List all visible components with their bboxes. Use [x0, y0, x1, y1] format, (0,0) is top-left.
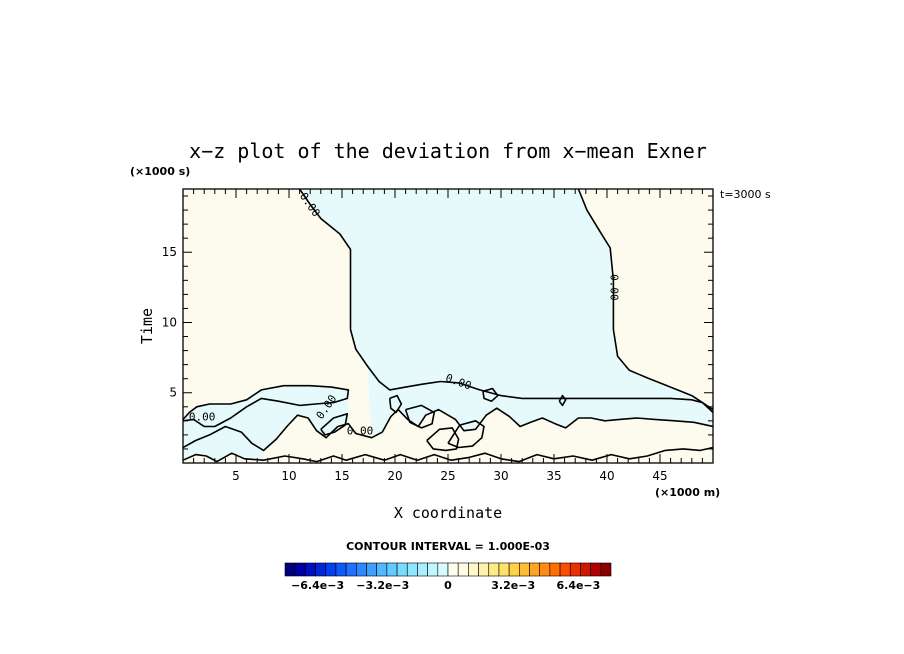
- x-tick-label: 20: [387, 469, 402, 483]
- x-axis-label: X coordinate: [394, 504, 502, 522]
- x-tick-label: 15: [334, 469, 349, 483]
- colorbar: [284, 562, 612, 577]
- contour-line-bottom-ripples: [183, 446, 713, 463]
- x-axis-ticks: 5 10 15 20 25 30 35 40 45: [193, 189, 703, 483]
- y-tick-label: 5: [169, 386, 177, 400]
- colorbar-tick-labels: −6.4e−3 −3.2e−3 0 3.2e−3 6.4e−3: [291, 579, 600, 592]
- contour-line-cell-f: [388, 394, 403, 414]
- y-axis-ticks: 5 10 15: [162, 195, 713, 450]
- colorbar-swatch: [315, 562, 327, 577]
- colorbar-swatch: [294, 562, 306, 577]
- x-tick-label: 30: [493, 469, 508, 483]
- y-unit-label: (×1000 s): [130, 165, 190, 178]
- colorbar-swatch: [345, 562, 357, 577]
- time-label: t=3000 s: [720, 188, 771, 201]
- colorbar-swatch: [366, 562, 377, 577]
- colorbar-swatch: [406, 562, 418, 577]
- colorbar-swatch: [447, 562, 459, 577]
- chart-title: x−z plot of the deviation from x−mean Ex…: [189, 139, 707, 163]
- colorbar-swatch: [488, 562, 500, 577]
- colorbar-swatch: [590, 562, 602, 577]
- colorbar-swatch: [356, 562, 367, 577]
- colorbar-swatch: [284, 562, 296, 577]
- contour-line-cell-a: [404, 404, 435, 429]
- x-unit-label: (×1000 m): [655, 486, 720, 499]
- contour-line-lower-band: [183, 407, 713, 452]
- colorbar-swatch: [549, 562, 561, 577]
- contour-label: 0.00: [607, 274, 620, 301]
- colorbar-swatch: [508, 562, 520, 577]
- colorbar-swatch: [600, 562, 612, 577]
- colorbar-swatch: [325, 562, 337, 577]
- contour-label: 0.00: [347, 425, 374, 438]
- x-tick-label: 35: [546, 469, 561, 483]
- contour-line-upper-right: [577, 189, 713, 411]
- colorbar-swatch: [529, 562, 540, 577]
- colorbar-tick-label: 3.2e−3: [491, 579, 535, 592]
- colorbar-tick-label: −3.2e−3: [356, 579, 409, 592]
- y-axis-label: Time: [138, 308, 156, 344]
- contour-line-cell-c: [447, 420, 485, 449]
- x-tick-label: 45: [652, 469, 667, 483]
- colorbar-swatch: [569, 562, 581, 577]
- colorbar-swatch: [305, 562, 316, 577]
- plot-area: 0.000.000.000.00 0.000.00 5 10 15 20 25 30 35 40…: [162, 188, 714, 483]
- colorbar-swatch: [386, 562, 398, 577]
- colorbar-swatch: [457, 562, 469, 577]
- contour-line-cell-g: [482, 387, 499, 402]
- colorbar-swatch: [468, 562, 479, 577]
- contour-line-upper-left: [298, 189, 713, 413]
- contour-line-cell-d: [320, 413, 349, 436]
- colorbar-tick-label: −6.4e−3: [291, 579, 344, 592]
- contour-interval-text: CONTOUR INTERVAL = 1.000E-03: [346, 540, 550, 553]
- x-tick-label: 5: [232, 469, 240, 483]
- x-tick-label: 10: [281, 469, 296, 483]
- colorbar-swatch: [376, 562, 388, 577]
- colorbar-swatch: [539, 562, 551, 577]
- x-tick-label: 25: [440, 469, 455, 483]
- colorbar-swatch: [559, 562, 571, 577]
- negative-region-left: [183, 385, 349, 451]
- colorbar-swatch: [498, 562, 510, 577]
- contour-line-cell-b: [426, 427, 460, 452]
- colorbar-tick-label: 0: [444, 579, 452, 592]
- colorbar-swatch: [580, 562, 591, 577]
- negative-region-main: [299, 189, 713, 438]
- colorbar-swatch: [427, 562, 439, 577]
- colorbar-swatch: [396, 562, 408, 577]
- contour-line-cell-e: [558, 394, 567, 407]
- y-tick-label: 10: [162, 315, 177, 329]
- contour-label: 0.00: [189, 411, 216, 424]
- y-tick-label: 15: [162, 245, 177, 259]
- colorbar-swatch: [437, 562, 449, 577]
- x-tick-label: 40: [599, 469, 614, 483]
- negative-region-fills: [183, 189, 713, 462]
- zero-contour-lines: [183, 189, 713, 463]
- colorbar-swatch: [519, 562, 530, 577]
- contour-line-left-band-top: [183, 384, 350, 428]
- colorbar-swatch: [478, 562, 490, 577]
- colorbar-tick-label: 6.4e−3: [556, 579, 600, 592]
- colorbar-swatch: [335, 562, 347, 577]
- colorbar-swatch: [417, 562, 428, 577]
